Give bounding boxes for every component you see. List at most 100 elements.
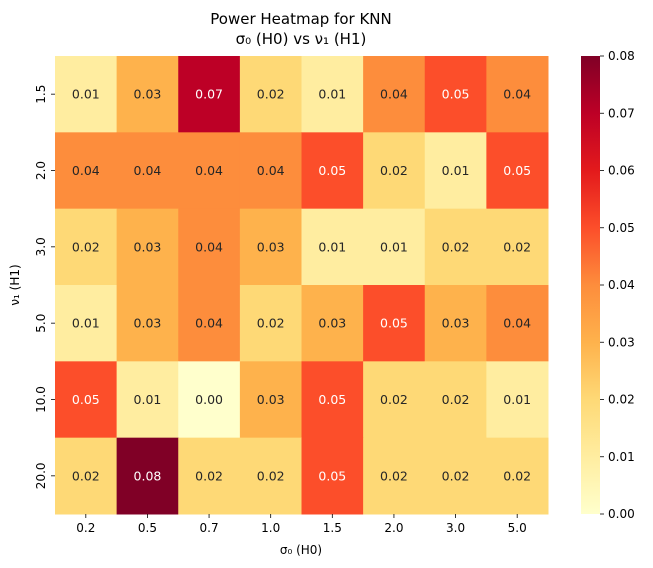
cell-value-label: 0.03 (318, 316, 346, 331)
heatmap-cell (486, 437, 549, 515)
heatmap-cell (178, 132, 241, 210)
cell-value-label: 0.02 (442, 468, 470, 483)
heatmap-cell (486, 361, 549, 439)
chart-subtitle: σ₀ (H0) vs ν₁ (H1) (236, 30, 367, 48)
colorbar-ticks: 0.00 0.01 0.02 0.03 0.04 0.05 0.06 0.07 0.08 (600, 49, 635, 521)
cell-value-label: 0.03 (134, 239, 162, 254)
cell-value-label: 0.01 (442, 163, 470, 178)
cell-value-label: 0.01 (503, 392, 531, 407)
heatmap-cell (239, 56, 302, 133)
heatmap-cell (363, 208, 426, 286)
x-tick-label: 3.0 (446, 521, 465, 535)
cell-value-label: 0.04 (380, 87, 408, 102)
heatmap-cell (116, 437, 179, 515)
colorbar-tick-label: 0.07 (608, 106, 635, 120)
cell-value-label: 0.01 (318, 87, 346, 102)
colorbar-tick-label: 0.06 (608, 164, 635, 178)
heatmap-cell (363, 56, 426, 133)
cell-value-label: 0.05 (442, 87, 470, 102)
cell-value-label: 0.03 (134, 316, 162, 331)
heatmap-cell (363, 361, 426, 439)
heatmap-cell (424, 132, 487, 210)
cell-value-label: 0.02 (442, 239, 470, 254)
colorbar (581, 56, 600, 514)
y-tick-label: 1.5 (34, 85, 48, 104)
heatmap-cell (55, 208, 118, 286)
cell-value-label: 0.03 (257, 392, 285, 407)
heatmap-cell (424, 361, 487, 439)
heatmap-cell (55, 132, 118, 210)
heatmap-cells: 0.01 0.03 0.07 0.02 0.01 0.04 0.05 0.04 0.04 0.04… (55, 56, 549, 515)
y-tick-label: 2.0 (34, 161, 48, 180)
heatmap-cell (116, 285, 179, 362)
cell-value-label: 0.05 (318, 468, 346, 483)
cell-value-label: 0.01 (318, 239, 346, 254)
cell-value-label: 0.03 (257, 239, 285, 254)
cell-value-label: 0.04 (195, 163, 223, 178)
x-tick-label: 1.5 (323, 521, 342, 535)
colorbar-tick-label: 0.01 (608, 450, 635, 464)
cell-value-label: 0.04 (195, 239, 223, 254)
x-axis-ticks: 0.2 0.5 0.7 1.0 1.5 2.0 3.0 5.0 (76, 514, 527, 535)
heatmap-cell (239, 437, 302, 515)
cell-value-label: 0.00 (195, 392, 223, 407)
heatmap-cell (301, 437, 364, 515)
heatmap-cell (424, 208, 487, 286)
heatmap-cell (178, 208, 241, 286)
cell-value-label: 0.02 (380, 163, 408, 178)
heatmap-cell (239, 361, 302, 439)
x-tick-label: 0.5 (138, 521, 157, 535)
cell-value-label: 0.01 (72, 316, 100, 331)
cell-value-label: 0.03 (134, 87, 162, 102)
cell-value-label: 0.04 (257, 163, 285, 178)
x-tick-label: 0.7 (200, 521, 219, 535)
y-axis-ticks: 1.5 2.0 3.0 5.0 10.0 20.0 (34, 85, 55, 489)
colorbar-tick-label: 0.08 (608, 49, 635, 63)
cell-value-label: 0.02 (195, 468, 223, 483)
cell-value-label: 0.04 (503, 87, 531, 102)
cell-value-label: 0.01 (380, 239, 408, 254)
cell-value-label: 0.02 (503, 239, 531, 254)
cell-value-label: 0.02 (257, 316, 285, 331)
cell-value-label: 0.05 (72, 392, 100, 407)
heatmap-cell (301, 361, 364, 439)
heatmap-cell (239, 285, 302, 362)
heatmap-cell (239, 208, 302, 286)
heatmap-cell (178, 361, 241, 439)
heatmap-cell (424, 285, 487, 362)
cell-value-label: 0.01 (134, 392, 162, 407)
heatmap-cell (116, 208, 179, 286)
heatmap-cell (55, 285, 118, 362)
heatmap-cell (178, 56, 241, 133)
cell-value-label: 0.02 (503, 468, 531, 483)
colorbar-tick-label: 0.03 (608, 335, 635, 349)
heatmap-cell (424, 437, 487, 515)
heatmap-cell (424, 56, 487, 133)
heatmap-cell (363, 132, 426, 210)
cell-value-label: 0.02 (257, 468, 285, 483)
cell-value-label: 0.02 (380, 468, 408, 483)
heatmap-cell (363, 285, 426, 362)
heatmap-cell (116, 361, 179, 439)
y-tick-label: 5.0 (34, 314, 48, 333)
cell-value-label: 0.04 (134, 163, 162, 178)
heatmap-cell (301, 56, 364, 133)
heatmap-cell (301, 132, 364, 210)
heatmap-cell (178, 437, 241, 515)
x-tick-label: 5.0 (508, 521, 527, 535)
colorbar-tick-label: 0.05 (608, 221, 635, 235)
x-tick-label: 1.0 (261, 521, 280, 535)
x-tick-label: 0.2 (76, 521, 95, 535)
cell-value-label: 0.02 (257, 87, 285, 102)
heatmap-cell (116, 56, 179, 133)
cell-value-label: 0.03 (442, 316, 470, 331)
cell-value-label: 0.04 (195, 316, 223, 331)
heatmap-cell (301, 285, 364, 362)
cell-value-label: 0.02 (442, 392, 470, 407)
heatmap-cell (178, 285, 241, 362)
heatmap-cell (363, 437, 426, 515)
cell-value-label: 0.08 (134, 468, 162, 483)
y-tick-label: 10.0 (34, 386, 48, 413)
cell-value-label: 0.02 (380, 392, 408, 407)
